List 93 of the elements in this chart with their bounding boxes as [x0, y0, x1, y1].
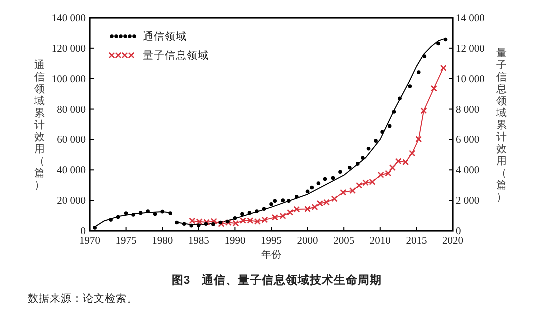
y-tick-label: 0 — [80, 226, 86, 238]
point — [316, 182, 321, 186]
y2-tick-label: 6 000 — [456, 135, 480, 146]
point — [197, 224, 201, 228]
point — [218, 220, 223, 225]
point — [273, 199, 278, 204]
point — [204, 222, 208, 226]
point — [124, 212, 128, 216]
y-tick-label: 60 000 — [57, 135, 86, 146]
point — [153, 212, 158, 216]
point — [168, 212, 172, 216]
point — [281, 198, 286, 202]
point — [331, 176, 336, 180]
x-tick-label: 1980 — [152, 236, 174, 247]
point — [416, 136, 422, 143]
y2-tick-label: 2 000 — [456, 196, 480, 208]
point — [331, 196, 338, 202]
point — [240, 212, 244, 216]
point — [380, 130, 384, 134]
y2-tick-label: 12 000 — [456, 44, 485, 55]
point — [295, 195, 299, 199]
point — [160, 210, 164, 214]
point — [340, 189, 347, 196]
text: 图3 通信、量子信息领域技术生命周期 — [172, 273, 382, 287]
y2-tick-label: 14 000 — [456, 14, 485, 24]
y-tick-label: 100 000 — [52, 74, 86, 86]
point — [408, 84, 412, 88]
y2-tick-label: 4 000 — [456, 166, 480, 177]
point — [287, 199, 291, 204]
point — [374, 139, 378, 143]
point — [93, 226, 97, 230]
point — [287, 209, 294, 216]
point — [294, 206, 300, 213]
y-tick-label: 120 000 — [52, 44, 86, 55]
y-tick-label: 140 000 — [52, 14, 86, 24]
x-tick-label: 2010 — [370, 236, 391, 247]
point — [146, 210, 150, 214]
point — [398, 96, 402, 101]
point — [388, 124, 392, 128]
source-note: 数据来源：论文检索。 — [28, 292, 138, 305]
point — [138, 211, 143, 216]
point — [416, 70, 421, 74]
y-tick-label: 20 000 — [57, 196, 86, 208]
point — [270, 202, 274, 206]
point — [310, 186, 314, 190]
y-tick-label: 80 000 — [57, 104, 86, 116]
point — [389, 164, 396, 172]
x-tick-label: 2000 — [297, 236, 318, 247]
point — [255, 210, 259, 214]
point — [392, 110, 396, 114]
point — [348, 166, 352, 170]
x-tick-label: 1995 — [261, 236, 282, 247]
legend-label: 量子信息领域 — [143, 49, 209, 62]
point — [323, 177, 328, 182]
point — [440, 64, 447, 72]
x-tick-label: 1975 — [116, 236, 137, 247]
point — [190, 224, 194, 228]
y2-tick-label: 10 000 — [456, 74, 485, 86]
x-axis-title: 年份 — [262, 249, 282, 261]
text: 通信领域累计效用（篇） — [34, 60, 46, 192]
x-tick-label: 2005 — [334, 236, 355, 247]
point — [212, 222, 216, 226]
x-tick-label: 1990 — [224, 236, 246, 247]
point — [226, 220, 230, 224]
x-tick-label: 2015 — [406, 236, 428, 247]
point — [306, 190, 310, 194]
point — [366, 146, 371, 151]
point — [233, 216, 238, 220]
point — [132, 213, 136, 217]
point — [444, 38, 448, 42]
point — [356, 162, 360, 166]
point — [422, 54, 427, 58]
point — [436, 42, 440, 46]
point — [175, 220, 180, 225]
legend-label: 通信领域 — [143, 30, 187, 43]
point — [262, 207, 266, 211]
x-tick-label: 1985 — [188, 236, 210, 247]
point — [338, 170, 342, 174]
x-tick-label: 2020 — [442, 236, 464, 247]
x-tick-label: 1970 — [80, 236, 100, 247]
text: 量子信息领域累计效用（篇） — [496, 48, 508, 204]
point — [109, 218, 113, 222]
point — [182, 222, 186, 226]
point — [430, 85, 438, 92]
point — [361, 156, 365, 160]
point — [350, 188, 356, 194]
point — [420, 108, 428, 114]
point — [409, 150, 416, 157]
point — [116, 215, 120, 220]
y-tick-label: 40 000 — [57, 166, 86, 177]
point — [248, 211, 252, 216]
y2-tick-label: 0 — [456, 226, 462, 238]
y2-tick-label: 8 000 — [456, 104, 480, 116]
